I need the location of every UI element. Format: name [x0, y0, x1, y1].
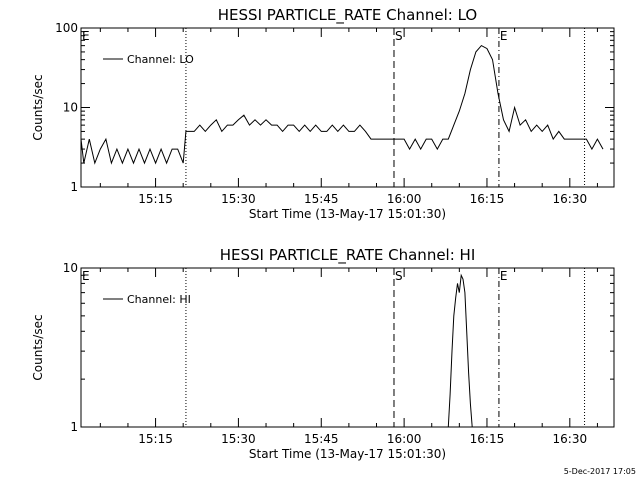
x-tick-label: 16:15 — [470, 192, 505, 206]
y-tick-label: 1 — [70, 180, 78, 194]
x-tick-label: 16:15 — [470, 432, 505, 446]
x-tick-label: 15:45 — [304, 432, 339, 446]
series-line — [80, 44, 604, 165]
y-axis-label: Counts/sec — [31, 314, 45, 380]
y-tick-label: 1 — [70, 420, 78, 434]
annotation-label: E — [500, 29, 508, 43]
x-axis-label: Start Time (13-May-17 15:01:30) — [249, 207, 446, 221]
annotation-label: E — [82, 269, 90, 283]
channel-hi-panel: HESSI PARTICLE_RATE Channel: HI 15:15 15:3… — [31, 246, 615, 461]
legend-label: Channel: LO — [127, 53, 194, 66]
annotation-label: E — [500, 269, 508, 283]
x-tick-label: 16:30 — [553, 432, 588, 446]
annotation-label: S — [395, 269, 403, 283]
x-tick-label: 15:30 — [221, 432, 256, 446]
x-tick-label: 15:45 — [304, 192, 339, 206]
chart-title: HESSI PARTICLE_RATE Channel: HI — [220, 246, 476, 265]
x-axis-label: Start Time (13-May-17 15:01:30) — [249, 447, 446, 461]
plot-timestamp: 5-Dec-2017 17:05 — [564, 467, 636, 476]
plot-frame — [80, 27, 615, 188]
x-tick-label: 15:30 — [221, 192, 256, 206]
x-tick-label: 16:30 — [553, 192, 588, 206]
y-tick-label: 10 — [63, 101, 78, 115]
x-tick-label: 16:00 — [387, 432, 422, 446]
annotation-label: S — [395, 29, 403, 43]
annotation-label: E — [82, 29, 90, 43]
y-tick-label: 100 — [55, 21, 78, 35]
channel-lo-panel: HESSI PARTICLE_RATE Channel: LO 15:15 15:3… — [31, 6, 615, 221]
series-line — [447, 273, 473, 428]
chart-title: HESSI PARTICLE_RATE Channel: LO — [218, 6, 477, 25]
x-tick-label: 15:15 — [138, 432, 173, 446]
plot-frame — [80, 267, 615, 428]
y-tick-label: 10 — [63, 261, 78, 275]
x-tick-label: 16:00 — [387, 192, 422, 206]
legend-label: Channel: HI — [127, 293, 191, 306]
y-axis-label: Counts/sec — [31, 74, 45, 140]
x-tick-label: 15:15 — [138, 192, 173, 206]
